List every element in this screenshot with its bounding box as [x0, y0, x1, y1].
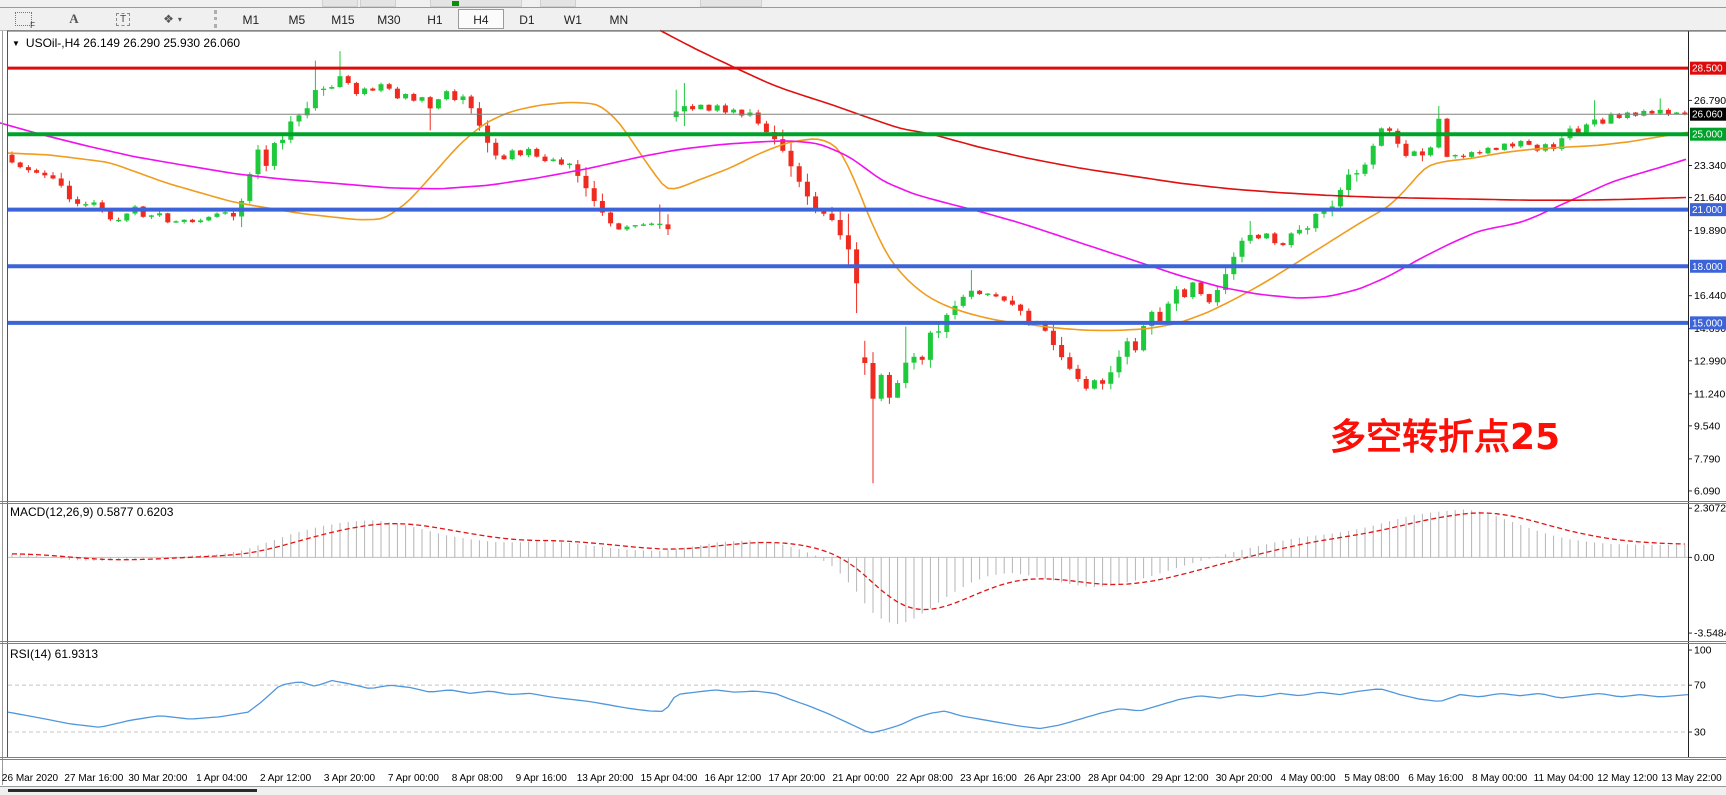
toolbar-remnant-green [452, 1, 459, 6]
timeframe-H4[interactable]: H4 [457, 9, 504, 29]
ma-slow [659, 29, 1687, 201]
svg-text:100: 100 [1694, 645, 1712, 657]
svg-text:16 Apr 12:00: 16 Apr 12:00 [705, 773, 762, 784]
svg-text:23 Apr 16:00: 23 Apr 16:00 [960, 773, 1017, 784]
svg-text:8 May 00:00: 8 May 00:00 [1472, 773, 1527, 784]
svg-text:8 Apr 08:00: 8 Apr 08:00 [452, 773, 504, 784]
price-axis: 26.79023.34021.64019.89016.44014.69012.9… [1688, 31, 1726, 757]
svg-text:12 May 12:00: 12 May 12:00 [1597, 773, 1658, 784]
svg-text:5 May 08:00: 5 May 08:00 [1344, 773, 1399, 784]
toolbar-remnant [430, 0, 522, 7]
timeframe-H1[interactable]: H1 [412, 9, 458, 29]
svg-text:2 Apr 12:00: 2 Apr 12:00 [260, 773, 312, 784]
svg-text:3 Apr 20:00: 3 Apr 20:00 [324, 773, 376, 784]
svg-text:11.240: 11.240 [1694, 388, 1725, 400]
svg-text:7.790: 7.790 [1694, 453, 1720, 465]
svg-text:19.890: 19.890 [1694, 225, 1726, 237]
svg-text:9.540: 9.540 [1694, 420, 1720, 432]
fibonacci-tool-button[interactable]: F [8, 9, 39, 30]
svg-text:70: 70 [1694, 680, 1706, 692]
svg-text:12.990: 12.990 [1694, 355, 1726, 367]
svg-text:22 Apr 08:00: 22 Apr 08:00 [896, 773, 953, 784]
svg-text:23.340: 23.340 [1694, 160, 1726, 172]
toolbar-remnant [360, 0, 396, 7]
svg-text:30: 30 [1694, 727, 1706, 739]
chart-annotation-text[interactable]: 多空转折点25 [1330, 417, 1561, 458]
time-axis: 26 Mar 2020 27 Mar 16:00 30 Mar 20:00 1 Apr… [2, 773, 1722, 784]
svg-text:18.000: 18.000 [1692, 262, 1723, 273]
toolbar: F A T ❖ ▾ M1 M5 M15 M30 H1 H4 D1 W1 MN [0, 8, 1726, 31]
svg-text:30 Apr 20:00: 30 Apr 20:00 [1216, 773, 1273, 784]
toolbar-grip[interactable] [213, 10, 220, 28]
rsi-indicator-label: RSI(14) 61.9313 [10, 647, 99, 661]
timeframe-M30[interactable]: M30 [366, 9, 412, 29]
svg-text:0.00: 0.00 [1694, 552, 1715, 564]
svg-text:25.000: 25.000 [1692, 130, 1723, 141]
svg-text:13 May 22:00: 13 May 22:00 [1661, 773, 1722, 784]
svg-text:13 Apr 20:00: 13 Apr 20:00 [577, 773, 634, 784]
toolbar-remnant [540, 0, 576, 7]
toolbar-remnant [322, 0, 358, 7]
svg-text:26 Apr 23:00: 26 Apr 23:00 [1024, 773, 1081, 784]
svg-text:21 Apr 00:00: 21 Apr 00:00 [832, 773, 889, 784]
chart-ohlc-title[interactable]: ▼ USOil-,H4 26.149 26.290 25.930 26.060 [12, 36, 240, 50]
timeframe-W1[interactable]: W1 [550, 9, 596, 29]
macd-signal-line [11, 512, 1685, 611]
svg-text:15 Apr 04:00: 15 Apr 04:00 [641, 773, 698, 784]
timeframe-group: M1 M5 M15 M30 H1 H4 D1 W1 MN [228, 9, 642, 29]
timeframe-M1[interactable]: M1 [228, 9, 274, 29]
svg-text:26.060: 26.060 [1692, 110, 1723, 121]
text-label-icon: T [116, 12, 131, 26]
svg-text:27 Mar 16:00: 27 Mar 16:00 [64, 773, 123, 784]
symbol-dropdown-icon[interactable]: ▼ [12, 38, 20, 48]
svg-text:26 Mar 2020: 26 Mar 2020 [2, 773, 59, 784]
svg-text:28.500: 28.500 [1692, 64, 1723, 75]
svg-text:21.000: 21.000 [1692, 205, 1723, 216]
text-label-tool-button[interactable]: T [109, 9, 137, 29]
rsi-line [7, 679, 1689, 734]
svg-text:17 Apr 20:00: 17 Apr 20:00 [768, 773, 825, 784]
macd-histogram [11, 509, 1686, 625]
svg-text:21.640: 21.640 [1694, 192, 1726, 204]
svg-text:29 Apr 12:00: 29 Apr 12:00 [1152, 773, 1209, 784]
svg-text:11 May 04:00: 11 May 04:00 [1534, 773, 1594, 784]
timeframe-MN[interactable]: MN [596, 9, 642, 29]
svg-text:6.090: 6.090 [1694, 485, 1720, 497]
svg-text:7 Apr 00:00: 7 Apr 00:00 [388, 773, 440, 784]
horizontal-scrollbar[interactable] [8, 789, 257, 792]
fibonacci-icon: F [15, 12, 35, 30]
toolbar-remnant [700, 0, 762, 7]
svg-text:26.790: 26.790 [1694, 95, 1726, 107]
timeframe-M5[interactable]: M5 [274, 9, 320, 29]
svg-text:1 Apr 04:00: 1 Apr 04:00 [196, 773, 248, 784]
svg-text:9 Apr 16:00: 9 Apr 16:00 [516, 773, 568, 784]
svg-text:6 May 16:00: 6 May 16:00 [1408, 773, 1463, 784]
svg-text:4 May 00:00: 4 May 00:00 [1280, 773, 1335, 784]
svg-text:-3.5484: -3.5484 [1694, 628, 1726, 640]
svg-text:15.000: 15.000 [1692, 318, 1723, 329]
arrows-tool-button[interactable]: ❖ ▾ [156, 9, 189, 29]
shapes-icon: ❖ [163, 12, 175, 26]
svg-text:2.3072: 2.3072 [1694, 503, 1726, 515]
svg-text:16.440: 16.440 [1694, 290, 1726, 302]
text-icon: A [69, 11, 79, 26]
chevron-down-icon: ▾ [177, 14, 182, 24]
text-tool-button[interactable]: A [62, 9, 86, 29]
window-top-edge [0, 0, 1726, 8]
macd-indicator-label: MACD(12,26,9) 0.5877 0.6203 [10, 505, 174, 519]
svg-text:30 Mar 20:00: 30 Mar 20:00 [128, 773, 187, 784]
svg-text:28 Apr 04:00: 28 Apr 04:00 [1088, 773, 1145, 784]
chart-title-text: USOil-,H4 26.149 26.290 25.930 26.060 [25, 36, 241, 50]
timeframe-M15[interactable]: M15 [320, 9, 366, 29]
timeframe-D1[interactable]: D1 [504, 9, 550, 29]
window-bottom-edge [0, 786, 1726, 795]
